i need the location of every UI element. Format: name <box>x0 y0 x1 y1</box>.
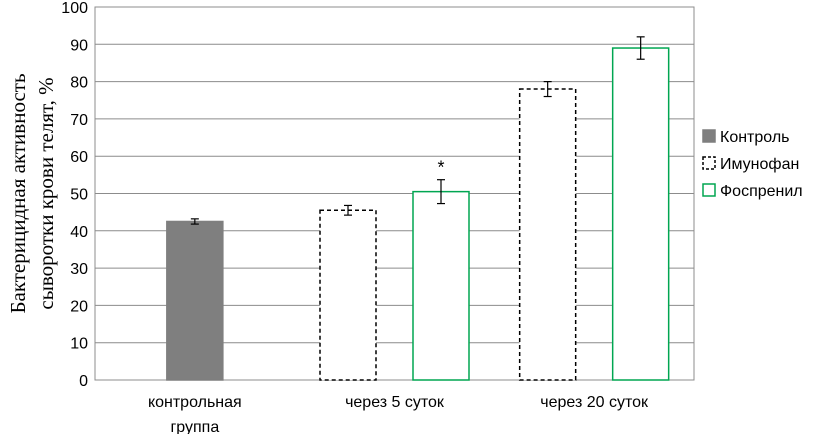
legend: Контроль Имунофан Фоспренил <box>702 129 803 200</box>
category-label: контрольная группа <box>148 394 242 434</box>
legend-label: Контроль <box>720 129 790 146</box>
plot-border <box>94 6 695 381</box>
legend-swatch <box>702 156 716 170</box>
y-tick-label: 60 <box>70 149 88 166</box>
category-labels: контрольная группа через 5 суток через 20 с… <box>148 394 649 434</box>
y-tick-label: 0 <box>79 373 88 390</box>
y-tick-label: 40 <box>70 224 88 241</box>
category-label-line: через 20 суток <box>540 394 649 411</box>
error-bars <box>190 36 645 225</box>
y-axis-label-line: Бактерицидная активность <box>6 73 30 313</box>
category-label-line: группа <box>170 419 219 434</box>
bar <box>412 190 470 381</box>
legend-label: Имунофан <box>720 156 799 173</box>
significance-marks: * <box>437 158 444 178</box>
category-label-line: контрольная <box>148 394 242 411</box>
y-tick-label: 50 <box>70 187 88 204</box>
y-tick-label: 70 <box>70 112 88 129</box>
y-tick-label: 10 <box>70 336 88 353</box>
bar <box>518 88 577 381</box>
bar <box>166 220 224 381</box>
y-axis-ticks: 0 10 20 30 40 50 60 70 80 90 100 <box>61 0 88 390</box>
y-axis-label: Бактерицидная активность сыворотки крови … <box>6 73 58 313</box>
legend-swatch <box>702 129 716 143</box>
plot-area <box>94 6 695 381</box>
bar <box>319 209 377 381</box>
y-tick-label: 80 <box>70 75 88 92</box>
y-tick-label: 100 <box>61 0 88 17</box>
category-label: через 20 суток <box>540 394 649 411</box>
bars <box>166 47 670 381</box>
y-tick-label: 90 <box>70 37 88 54</box>
y-tick-label: 20 <box>70 298 88 315</box>
y-axis-label-line: сыворотки крови телят, % <box>34 77 58 309</box>
legend-label: Фоспренил <box>720 183 803 200</box>
category-label: через 5 суток <box>345 394 445 411</box>
category-label-line: через 5 суток <box>345 394 445 411</box>
legend-swatch <box>702 183 716 197</box>
bar <box>611 47 670 381</box>
y-tick-label: 30 <box>70 261 88 278</box>
significance-mark: * <box>437 158 444 178</box>
